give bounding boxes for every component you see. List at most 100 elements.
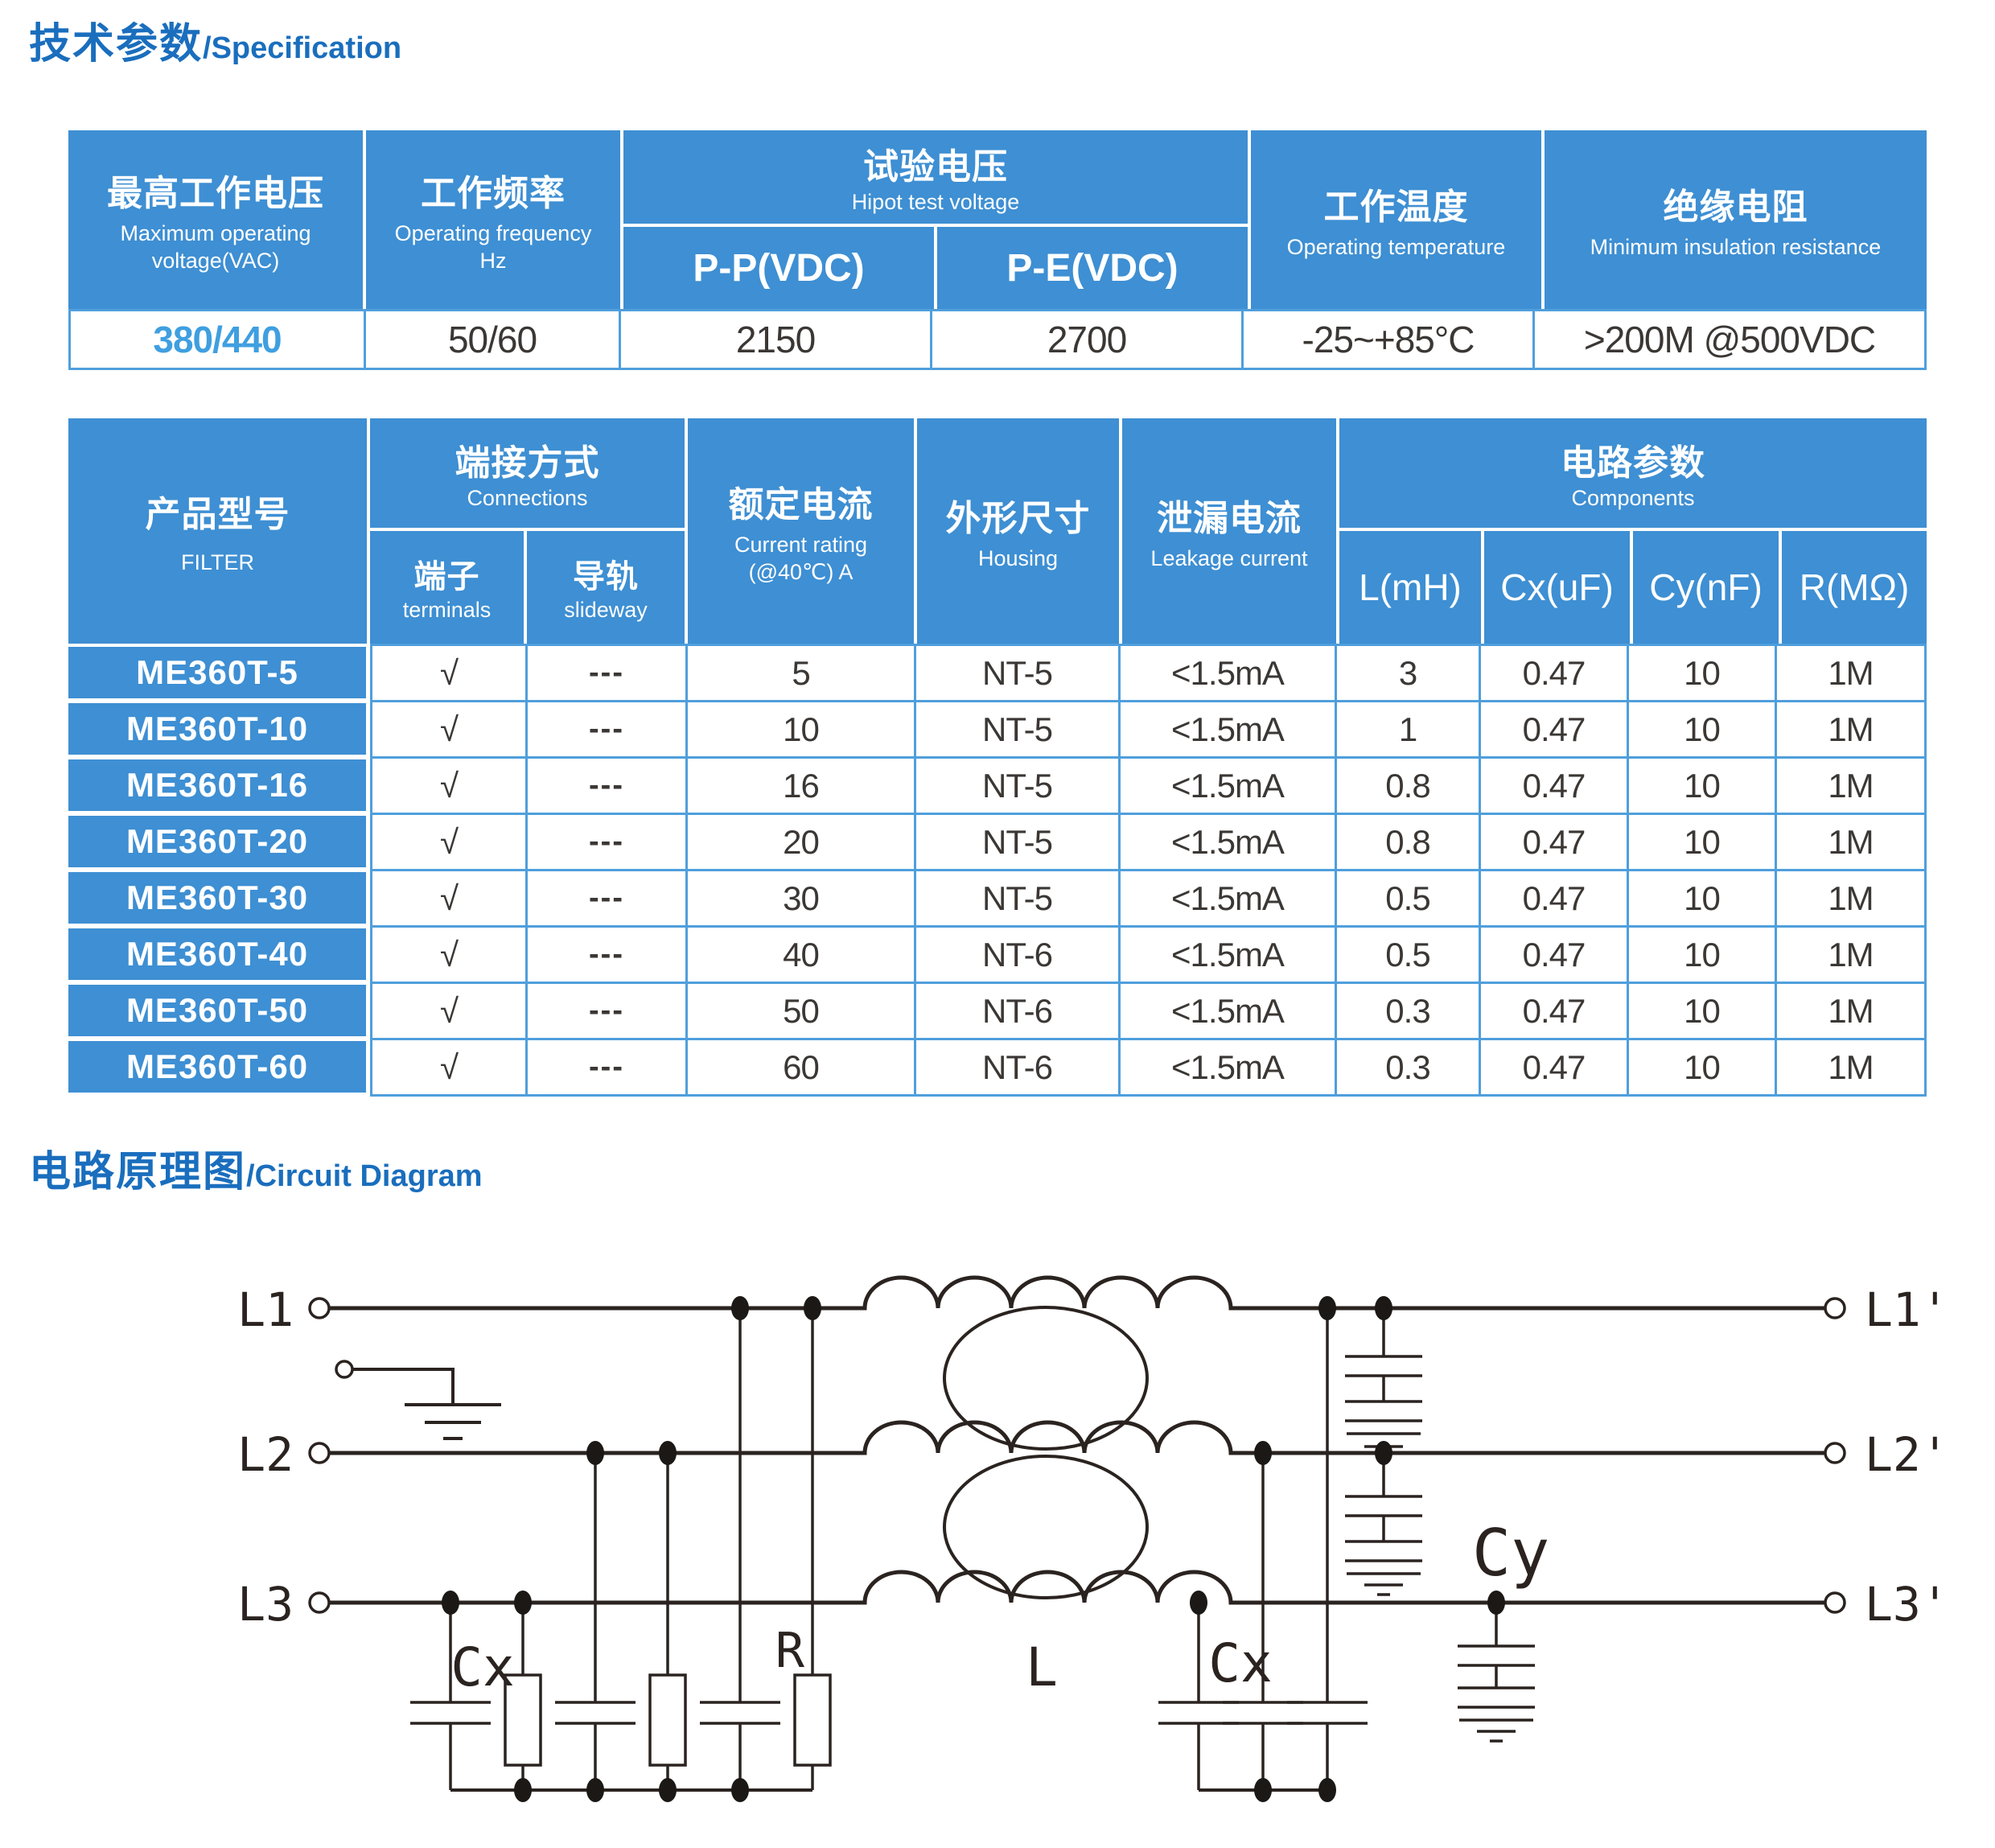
product-model-cell: ME360T-30: [68, 872, 366, 924]
product-value-cell: <1.5mA: [1121, 646, 1335, 700]
prod-col-housing-en: Housing: [977, 546, 1059, 571]
l1-terminal: [308, 1297, 331, 1319]
cy-label: Cy: [1472, 1516, 1549, 1591]
product-value-cell: ---: [528, 928, 685, 982]
prod-col-slideway-cn: 导轨: [573, 559, 639, 595]
product-value-cell: 1M: [1777, 759, 1924, 813]
spec-col-voltage: 最高工作电压 Maximum operating voltage(VAC): [68, 130, 366, 309]
product-table-grid: √ --- 5 NT-5 <1.5mA 3 0.47 10 1M √ --- 10 NT-5 <1.5mA…: [370, 644, 1927, 1097]
product-value-cell: <1.5mA: [1121, 984, 1335, 1038]
prod-col-components-cn: 电路参数: [1561, 443, 1705, 484]
product-model-cell: ME360T-50: [68, 985, 366, 1036]
product-table-header: 产品型号 FILTER 端接方式 Connections 端子 terminal…: [68, 418, 1927, 644]
prod-col-connections-en: Connections: [467, 486, 588, 511]
spec-col-temperature-en: Operating temperature: [1286, 235, 1506, 260]
cx-left-label: Cx: [450, 1636, 514, 1698]
product-value-cell: ---: [528, 1040, 685, 1094]
product-model-cell: ME360T-40: [68, 928, 366, 980]
spec-col-voltage-cn: 最高工作电压: [107, 174, 324, 214]
r-l2-resistor: [648, 1673, 687, 1767]
product-value-cell: √: [372, 815, 525, 869]
product-value-cell: 3: [1337, 646, 1479, 700]
spec-title-cn: 技术参数: [29, 21, 204, 68]
prod-col-filter: 产品型号 FILTER: [68, 418, 370, 644]
prod-col-leakage-cn: 泄漏电流: [1157, 499, 1302, 539]
spec-col-insulation-cn: 绝缘电阻: [1663, 187, 1808, 228]
product-value-cell: NT-6: [916, 984, 1118, 1038]
circuit-section-title: 电路原理图 /Circuit Diagram: [29, 1138, 483, 1198]
r-l1-resistor: [793, 1673, 832, 1767]
spec-value-insulation: >200M @500VDC: [1583, 319, 1876, 360]
l3-out-terminal: [1824, 1591, 1846, 1614]
spec-table-data-row: 380/440 50/60 2150 2700 -25~+85°C >200M …: [68, 309, 1927, 370]
junction-dots: [442, 1296, 1505, 1802]
product-value-cell: NT-5: [916, 702, 1118, 756]
product-value-cell: 1M: [1777, 984, 1924, 1038]
cx-right-label: Cx: [1208, 1632, 1272, 1694]
spec-title-en: /Specification: [203, 31, 402, 65]
l2-terminal: [308, 1442, 331, 1464]
spec-col-hipot-cn: 试验电压: [863, 147, 1008, 187]
product-value-cell: √: [372, 871, 525, 925]
product-value-cell: 5: [688, 646, 914, 700]
product-value-cell: ---: [528, 871, 685, 925]
product-value-cell: 10: [1629, 928, 1775, 982]
spec-col-temperature-cn: 工作温度: [1323, 187, 1469, 228]
prod-col-l-label: L(mH): [1359, 566, 1462, 608]
product-value-cell: NT-5: [916, 871, 1118, 925]
earth-terminal: [335, 1360, 354, 1379]
product-value-cell: 1M: [1777, 815, 1924, 869]
product-value-cell: ---: [528, 646, 685, 700]
product-value-cell: NT-6: [916, 928, 1118, 982]
product-value-cell: 40: [688, 928, 914, 982]
product-value-cell: 50: [688, 984, 914, 1038]
prod-col-r: R(MΩ): [1782, 531, 1927, 644]
spec-col-voltage-en: Maximum operating voltage(VAC): [120, 221, 311, 273]
prod-col-slideway: 导轨 slideway: [527, 531, 688, 644]
l3-terminal: [308, 1591, 331, 1614]
cx1-l2-capacitor: [555, 1453, 636, 1790]
cx1-l3-capacitor: [410, 1603, 491, 1790]
product-value-cell: <1.5mA: [1121, 759, 1335, 813]
spec-col-hipot-pe-label: P-E(VDC): [1006, 246, 1178, 290]
cx2-l2-capacitor: [1223, 1453, 1303, 1790]
product-value-cell: 10: [1629, 871, 1775, 925]
product-value-cell: 10: [1629, 759, 1775, 813]
r-l3-resistor: [504, 1673, 542, 1767]
product-value-cell: ---: [528, 984, 685, 1038]
spec-value-frequency: 50/60: [366, 311, 621, 368]
product-value-cell: 60: [688, 1040, 914, 1094]
product-value-cell: NT-5: [916, 815, 1118, 869]
product-value-cell: 1M: [1777, 646, 1924, 700]
l2-line: [329, 1420, 1825, 1455]
prod-col-l: L(mH): [1339, 531, 1484, 644]
prod-col-housing-cn: 外形尺寸: [945, 499, 1091, 539]
spec-col-insulation: 绝缘电阻 Minimum insulation resistance: [1545, 130, 1927, 309]
product-value-cell: ---: [528, 759, 685, 813]
prod-col-r-label: R(MΩ): [1799, 566, 1910, 608]
product-value-cell: <1.5mA: [1121, 871, 1335, 925]
prod-col-current: 额定电流 Current rating (@40℃) A: [688, 418, 917, 644]
product-value-cell: 0.8: [1337, 815, 1479, 869]
product-model-cell: ME360T-16: [68, 759, 366, 811]
product-value-cell: 20: [688, 815, 914, 869]
prod-col-cx: Cx(uF): [1484, 531, 1633, 644]
product-value-cell: 0.47: [1481, 1040, 1627, 1094]
product-value-cell: NT-5: [916, 759, 1118, 813]
spec-col-frequency-en: Operating frequency Hz: [394, 221, 592, 273]
product-value-cell: NT-6: [916, 1040, 1118, 1094]
prod-col-connections: 端接方式 Connections: [370, 418, 688, 531]
spec-col-insulation-en: Minimum insulation resistance: [1590, 235, 1882, 260]
product-value-cell: ---: [528, 815, 685, 869]
product-value-cell: 0.3: [1337, 1040, 1479, 1094]
product-value-cell: √: [372, 702, 525, 756]
product-value-cell: √: [372, 1040, 525, 1094]
prod-col-housing: 外形尺寸 Housing: [917, 418, 1122, 644]
cy-l3-capacitor: [1458, 1603, 1535, 1743]
l-label: L: [1026, 1636, 1058, 1698]
spec-value-voltage: 380/440: [71, 311, 366, 368]
product-value-cell: 0.47: [1481, 815, 1627, 869]
spec-section-title: 技术参数 /Specification: [29, 10, 401, 70]
spec-value-pp: 2150: [621, 311, 932, 368]
l2-out-label: L2': [1865, 1427, 1949, 1482]
